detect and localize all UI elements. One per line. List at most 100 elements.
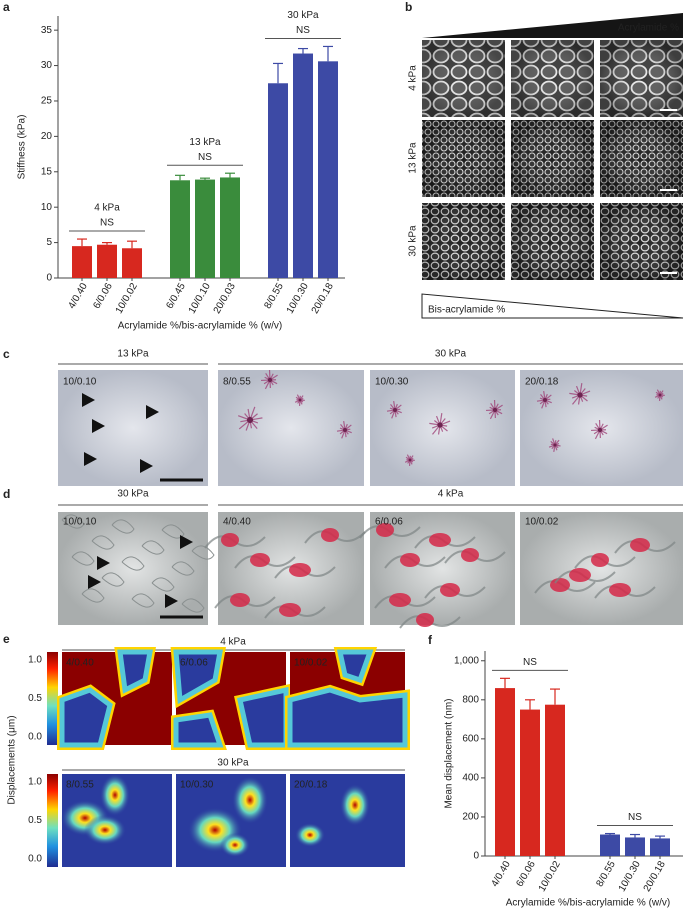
- lipid-cell: [591, 553, 609, 567]
- lipid-cell: [550, 578, 570, 592]
- bar: [318, 61, 338, 278]
- lipid-cell: [321, 528, 339, 542]
- heatmap-low: [173, 712, 224, 748]
- heatmap-spot: [84, 815, 126, 845]
- image-label: 4/0.40: [223, 517, 251, 528]
- image-label: 6/0.06: [180, 658, 208, 669]
- cell-body: [267, 377, 273, 383]
- image-label: 10/0.02: [294, 658, 328, 669]
- micrograph: [370, 512, 515, 625]
- colorbar-tick-label: 1.0: [28, 655, 42, 666]
- y-tick-label: 200: [462, 812, 479, 823]
- colorbar-tick-label: 0.5: [28, 815, 42, 826]
- bar: [122, 248, 142, 278]
- lipid-cell: [221, 533, 239, 547]
- cell-outline: [61, 514, 85, 529]
- cell-outline: [171, 561, 195, 576]
- cell-body: [577, 392, 583, 398]
- heatmap-spot: [295, 823, 325, 847]
- x-tick-label: 10/0.02: [537, 859, 563, 894]
- colorbar-tick-label: 1.0: [28, 777, 42, 788]
- annotation: NS: [198, 152, 212, 163]
- heatmap-spot: [220, 833, 250, 857]
- cell-body: [393, 408, 397, 412]
- cell-outline: [91, 535, 115, 550]
- y-tick-label: 800: [462, 694, 479, 705]
- cell-body: [492, 407, 498, 413]
- y-tick-label: 600: [462, 733, 479, 744]
- lipid-cell: [376, 523, 394, 537]
- x-tick-label: 10/0.10: [187, 281, 213, 316]
- cell-body: [597, 427, 603, 433]
- x-tick-label: 20/0.18: [310, 281, 336, 316]
- image-label: 6/0.06: [375, 517, 403, 528]
- bar: [293, 53, 313, 279]
- arrowhead: [140, 459, 153, 473]
- group-label: 13 kPa: [117, 349, 149, 360]
- cell-outline: [81, 588, 105, 603]
- cell-outline: [111, 519, 135, 534]
- arrowhead: [97, 556, 110, 570]
- x-tick-label: 4/0.40: [489, 859, 513, 889]
- image-label: 10/0.10: [63, 377, 97, 388]
- annotation: NS: [100, 218, 114, 229]
- lipid-cell: [279, 603, 301, 617]
- sem-shade: [511, 120, 594, 197]
- heatmap-low: [287, 687, 408, 748]
- heatmap-low: [237, 686, 289, 748]
- sem-shade: [422, 120, 505, 197]
- lipid-cell: [389, 593, 411, 607]
- x-tick-label: 10/0.02: [114, 281, 140, 316]
- heatmap-low: [59, 687, 113, 748]
- lipid-cell: [250, 553, 270, 567]
- sem-shade: [600, 203, 683, 280]
- y-axis-label: Displacements (μm): [7, 715, 18, 804]
- arrowhead: [88, 575, 101, 589]
- colorbar: [47, 652, 58, 745]
- y-tick-label: 25: [41, 96, 53, 107]
- y-tick-label: 0: [473, 851, 479, 862]
- heatmap-spot: [100, 774, 130, 816]
- x-tick-label: 6/0.06: [91, 281, 115, 311]
- x-tick-label: 8/0.55: [594, 859, 618, 889]
- wedge-label: Bis-acrylamide %: [428, 305, 505, 316]
- y-tick-label: 15: [41, 166, 53, 177]
- image-label: 4/0.40: [66, 658, 94, 669]
- sem-shade: [422, 203, 505, 280]
- cell-outline: [101, 572, 125, 587]
- panel-label: b: [405, 0, 412, 14]
- arrowhead: [84, 452, 97, 466]
- image-label: 20/0.18: [525, 377, 559, 388]
- annotation: NS: [523, 657, 537, 668]
- cell-body: [553, 443, 557, 447]
- group-label: 30 kPa: [287, 10, 319, 21]
- image-label: 10/0.30: [180, 780, 214, 791]
- cell-outline: [161, 524, 185, 539]
- row-label: 13 kPa: [408, 142, 419, 174]
- lipid-cell: [609, 583, 631, 597]
- y-tick-label: 1,000: [454, 655, 479, 666]
- cell-outline: [121, 556, 145, 571]
- x-tick-label: 4/0.40: [66, 281, 90, 311]
- arrowhead: [146, 405, 159, 419]
- arrowhead: [92, 419, 105, 433]
- acrylamide-wedge: [422, 13, 683, 38]
- y-tick-label: 5: [46, 237, 52, 248]
- bar: [600, 834, 620, 856]
- bar: [520, 709, 540, 856]
- heatmap-low: [117, 649, 153, 694]
- micrograph: [58, 512, 208, 625]
- group-label: 4 kPa: [438, 489, 464, 500]
- y-tick-label: 20: [41, 131, 53, 142]
- bar: [220, 177, 240, 278]
- colorbar: [47, 774, 58, 867]
- x-tick-label: 10/0.30: [285, 281, 311, 316]
- micrograph: [218, 370, 364, 486]
- y-axis-label: Stiffness (kPa): [17, 115, 28, 180]
- image-label: 10/0.10: [63, 517, 97, 528]
- image-label: 8/0.55: [223, 377, 251, 388]
- cell-outline: [71, 551, 95, 566]
- bar: [625, 837, 645, 856]
- cell-body: [246, 416, 254, 424]
